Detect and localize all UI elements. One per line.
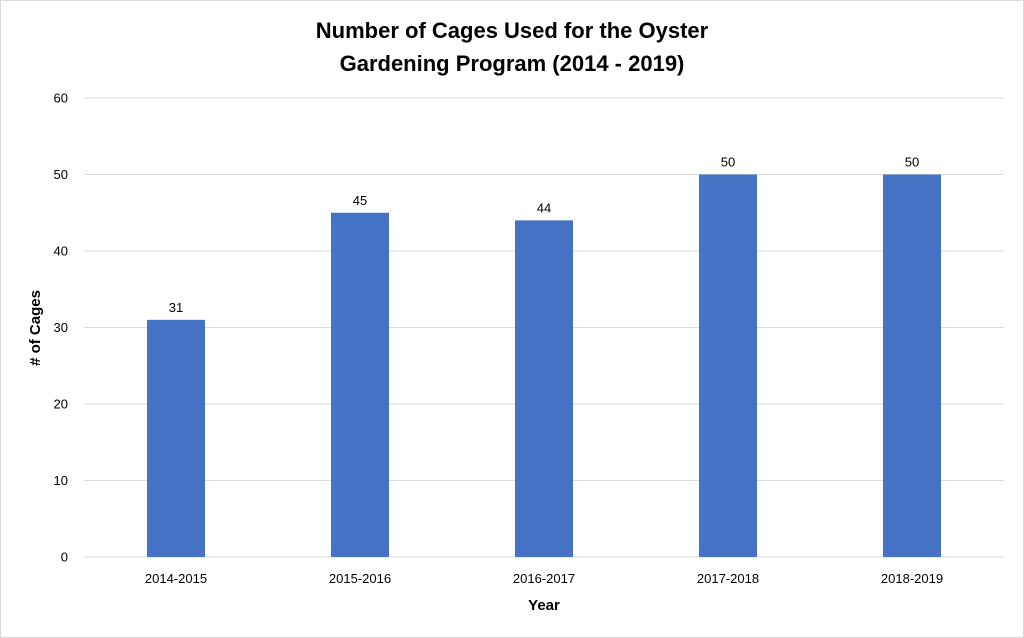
- x-tick-label: 2015-2016: [329, 571, 391, 586]
- x-axis-title: Year: [528, 597, 560, 614]
- data-label: 50: [721, 155, 735, 170]
- data-label: 45: [353, 193, 367, 208]
- y-tick-label: 40: [54, 244, 68, 259]
- y-tick-label: 10: [54, 473, 68, 488]
- chart-title-line-1: Number of Cages Used for the Oyster: [316, 18, 709, 43]
- y-tick-label: 60: [54, 91, 68, 106]
- x-axis-ticks: 2014-2015 2015-2016 2016-2017 2017-2018 2018…: [145, 571, 943, 586]
- bar: [883, 174, 941, 557]
- bar: [515, 220, 573, 557]
- y-tick-label: 0: [61, 550, 68, 565]
- y-axis-title: # of Cages: [27, 290, 44, 366]
- bar: [147, 319, 205, 557]
- data-label: 31: [169, 300, 183, 315]
- data-label: 44: [537, 200, 551, 215]
- bar: [331, 212, 389, 557]
- x-tick-label: 2017-2018: [697, 571, 759, 586]
- bars: 31 45 44 50 50: [147, 155, 941, 557]
- x-tick-label: 2018-2019: [881, 571, 943, 586]
- y-tick-label: 20: [54, 397, 68, 412]
- y-tick-label: 50: [54, 167, 68, 182]
- x-tick-label: 2016-2017: [513, 571, 575, 586]
- data-label: 50: [905, 155, 919, 170]
- x-tick-label: 2014-2015: [145, 571, 207, 586]
- bar: [699, 174, 757, 557]
- y-axis-ticks: 0 10 20 30 40 50 60: [54, 91, 68, 565]
- y-tick-label: 30: [54, 320, 68, 335]
- chart-title-line-2: Gardening Program (2014 - 2019): [340, 51, 685, 76]
